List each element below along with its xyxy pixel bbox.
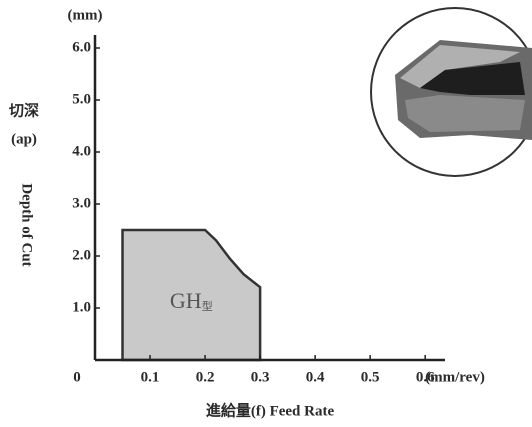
x-tick-label: 0.3 bbox=[251, 369, 270, 385]
y-tick-label: 5.0 bbox=[72, 91, 91, 107]
region-label: GH型 bbox=[170, 288, 213, 313]
insert-illustration bbox=[370, 7, 532, 177]
y-label-symbol: (ap) bbox=[11, 131, 37, 147]
y-label-zh: 切深 bbox=[9, 101, 39, 119]
origin-label: 0 bbox=[73, 369, 81, 385]
y-tick-label: 3.0 bbox=[72, 195, 91, 211]
y-tick-label: 6.0 bbox=[72, 39, 91, 55]
x-label: 進給量(f) Feed Rate bbox=[206, 401, 335, 419]
x-tick-label: 0.6 bbox=[416, 369, 435, 385]
y-label: Depth of Cut bbox=[19, 183, 35, 266]
y-tick-label: 4.0 bbox=[72, 143, 91, 159]
x-tick-label: 0.2 bbox=[196, 369, 215, 385]
region-area bbox=[121, 228, 262, 362]
y-tick-label: 1.0 bbox=[72, 299, 91, 315]
region-name: GH bbox=[170, 288, 202, 313]
y-tick-label: 2.0 bbox=[72, 247, 91, 263]
x-tick-label: 0.4 bbox=[306, 369, 325, 385]
x-tick-label: 0.5 bbox=[361, 369, 380, 385]
x-tick-label: 0.1 bbox=[141, 369, 160, 385]
region-name-sub: 型 bbox=[202, 299, 213, 313]
y-unit: (mm) bbox=[68, 7, 103, 23]
x-unit: (mm/rev) bbox=[425, 369, 485, 385]
